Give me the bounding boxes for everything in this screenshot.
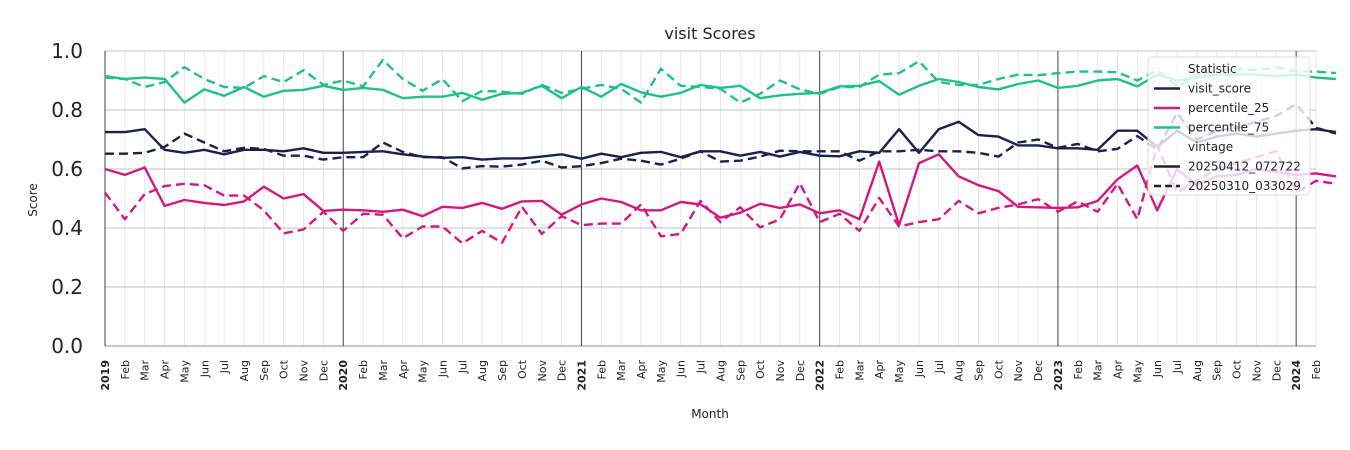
x-tick-label: Aug: [714, 360, 727, 381]
legend-label: visit_score: [1188, 82, 1251, 96]
y-tick-label: 0.8: [51, 98, 83, 122]
x-tick-label: Feb: [595, 360, 608, 379]
x-tick-label: Sep: [496, 360, 509, 381]
x-tick-label: Oct: [516, 359, 529, 379]
x-tick-label: May: [417, 360, 430, 383]
legend-title-vintage: vintage: [1188, 140, 1233, 154]
x-tick-label: Oct: [278, 359, 291, 379]
y-tick-label: 0.2: [51, 275, 83, 299]
x-tick-label: Apr: [397, 360, 410, 380]
x-tick-label: Sep: [973, 360, 986, 381]
legend-label: percentile_75: [1188, 121, 1269, 135]
x-tick-label: Jun: [1151, 360, 1164, 378]
y-tick-label: 0.0: [51, 334, 83, 358]
x-tick-label: Nov: [536, 360, 549, 382]
x-tick-label: Apr: [873, 360, 886, 380]
x-tick-label: May: [893, 360, 906, 383]
x-tick-label: May: [655, 360, 668, 383]
x-tick-label: Feb: [119, 360, 132, 379]
x-tick-label: Mar: [377, 360, 390, 381]
x-tick-label: Jul: [933, 360, 946, 374]
legend-box: [1147, 56, 1311, 196]
x-tick-label: Aug: [1191, 360, 1204, 381]
x-tick-label: Sep: [258, 360, 271, 381]
chart-title: visit Scores: [664, 24, 755, 43]
x-tick-label: May: [1131, 360, 1144, 383]
x-tick-label: Sep: [1211, 360, 1224, 381]
x-tick-label: Aug: [476, 360, 489, 381]
x-tick-label: Sep: [734, 360, 747, 381]
series-lines: [104, 58, 1337, 245]
legend-label: percentile_25: [1188, 101, 1269, 115]
x-tick-label: Jun: [913, 360, 926, 378]
x-tick-label: Feb: [1310, 360, 1323, 379]
x-tick-label: Jul: [695, 360, 708, 374]
x-tick-label: Mar: [139, 360, 152, 381]
y-axis-label: Score: [26, 183, 40, 217]
x-tick-label: Nov: [298, 360, 311, 382]
x-tick-label: Mar: [1092, 360, 1105, 381]
x-tick-label: Dec: [317, 360, 330, 381]
legend-title-statistic: Statistic: [1188, 62, 1237, 76]
x-tick-label: 2024: [1290, 360, 1303, 391]
x-tick-label: Jul: [218, 360, 231, 374]
x-axis-ticks: 2019 Feb Mar Apr May Jun Jul Aug Sep Oct Nov Dec 202…: [99, 359, 1323, 390]
x-tick-label: Nov: [1250, 360, 1263, 382]
x-tick-label: Apr: [1112, 360, 1125, 380]
x-tick-label: Dec: [1270, 360, 1283, 381]
y-tick-label: 1.0: [51, 39, 83, 63]
series-line-percentile_75-dashed: [104, 58, 1336, 104]
x-tick-label: 2021: [576, 360, 589, 391]
x-tick-label: Nov: [774, 360, 787, 382]
x-tick-label: Feb: [1072, 360, 1085, 379]
series-line-visit_score-solid: [105, 120, 1337, 161]
x-tick-label: Oct: [992, 359, 1005, 379]
series-line-percentile_25-dashed: [104, 144, 1337, 245]
y-tick-label: 0.6: [51, 157, 83, 181]
x-tick-label: Jun: [437, 360, 450, 378]
y-tick-label: 0.4: [51, 216, 83, 240]
x-tick-label: Jul: [456, 360, 469, 374]
x-tick-label: Feb: [834, 360, 847, 379]
legend: Statistic visit_score percentile_25percent…: [1147, 56, 1311, 196]
x-tick-label: 2020: [337, 360, 350, 391]
x-tick-label: Oct: [1231, 359, 1244, 379]
x-tick-label: Apr: [159, 360, 172, 380]
x-tick-label: Apr: [635, 360, 648, 380]
legend-label: 20250412_072722: [1188, 160, 1301, 174]
y-axis-ticks: 0.0 0.2 0.4 0.6 0.8 1.0: [51, 39, 83, 358]
x-tick-label: Oct: [754, 359, 767, 379]
x-tick-label: Nov: [1012, 360, 1025, 382]
x-tick-label: Mar: [853, 360, 866, 381]
x-tick-label: Aug: [238, 360, 251, 381]
x-tick-label: Feb: [357, 360, 370, 379]
x-tick-label: Dec: [1032, 360, 1045, 381]
x-tick-label: Aug: [953, 360, 966, 381]
x-axis-label: Month: [691, 407, 729, 421]
series-line-visit_score-dashed: [105, 102, 1337, 170]
x-tick-label: 2019: [99, 360, 112, 391]
x-tick-label: May: [178, 360, 191, 383]
x-tick-label: Dec: [794, 360, 807, 381]
legend-label: 20250310_033029: [1188, 179, 1301, 193]
x-tick-label: Jun: [198, 360, 211, 378]
x-tick-label: 2022: [814, 360, 827, 391]
x-tick-label: 2023: [1052, 360, 1065, 391]
x-tick-label: Jun: [675, 360, 688, 378]
x-tick-label: Mar: [615, 360, 628, 381]
x-tick-label: Jul: [1171, 360, 1184, 374]
x-tick-label: Dec: [556, 360, 569, 381]
series-line-percentile_25-solid: [104, 153, 1337, 227]
